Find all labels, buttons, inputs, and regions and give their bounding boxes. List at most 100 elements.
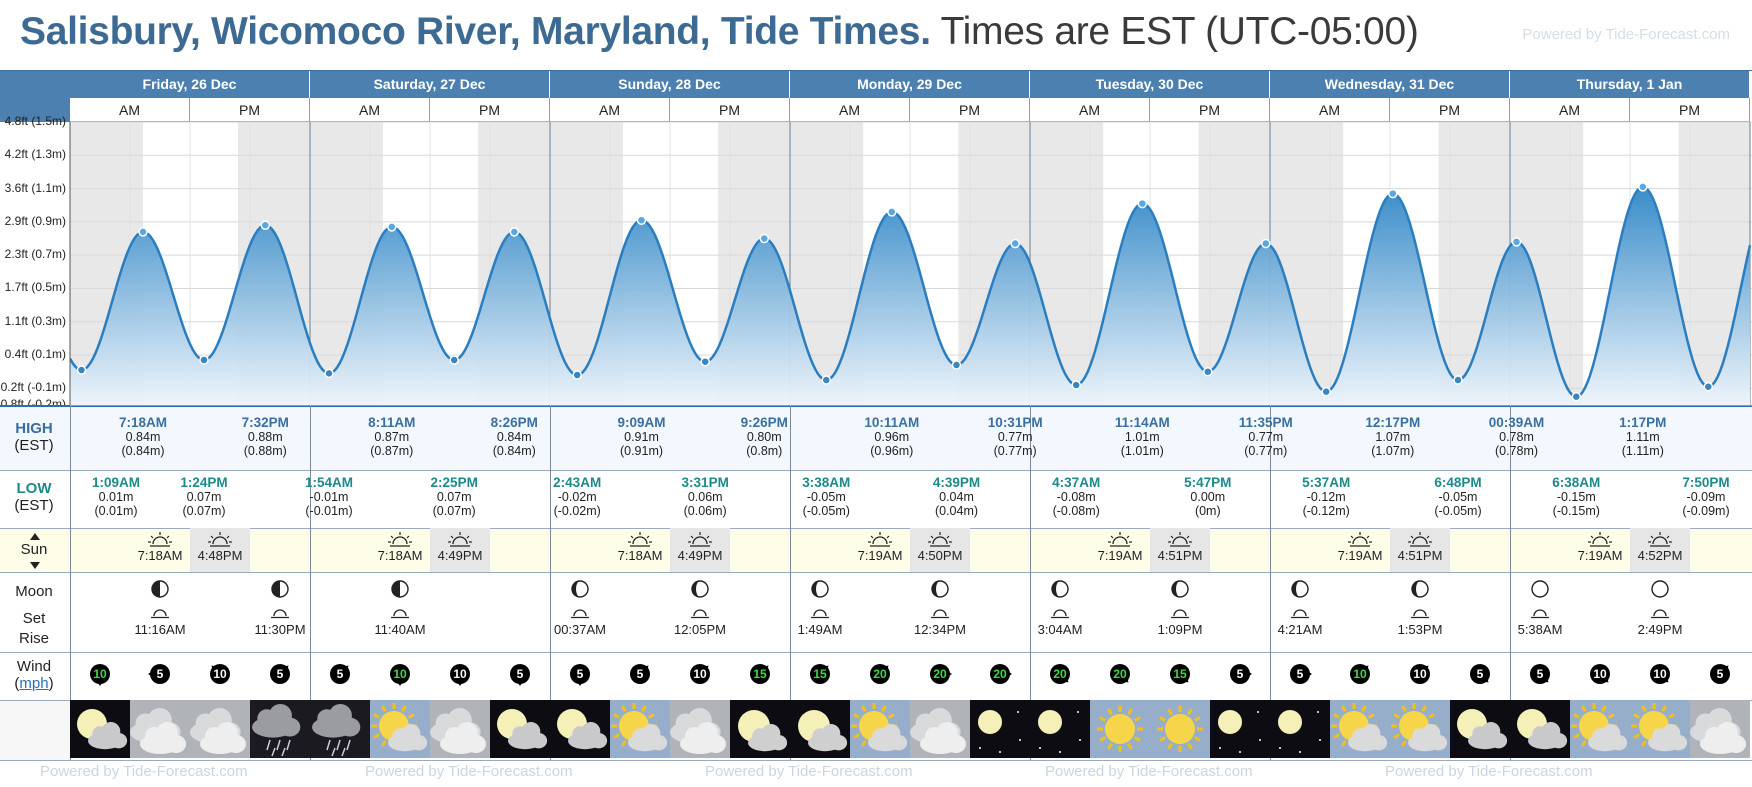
high-tide-point[interactable] — [1010, 238, 1020, 249]
powered-by-bottom-2[interactable]: Powered by Tide-Forecast.com — [365, 763, 573, 780]
tide-height: 1.01m — [1124, 430, 1160, 444]
sun-sort-icon — [29, 533, 41, 569]
moon-set-time: 1:49AM — [797, 622, 843, 637]
tide-height-alt: (0.07m) — [432, 504, 476, 518]
sunrise-icon — [388, 532, 412, 548]
moon-event-cell: 2:49PM — [1620, 578, 1700, 648]
high-tide-point[interactable] — [1511, 237, 1522, 247]
tide-time: 4:37AM — [1052, 475, 1101, 490]
powered-by-bottom-3[interactable]: Powered by Tide-Forecast.com — [705, 763, 913, 780]
moon-phase-icon — [271, 580, 289, 598]
moon-event-cell: 1:53PM — [1380, 578, 1460, 648]
moon-row-bg — [0, 572, 1752, 652]
gridlines — [69, 121, 1752, 406]
low-tide-point[interactable] — [572, 370, 582, 380]
high-tide-point[interactable] — [1261, 238, 1271, 249]
wind-speed: 10 — [1350, 664, 1370, 684]
high-tide-cell: 00:39AM 0.78m (0.78m) — [1471, 416, 1563, 459]
sunrise-cell: 7:19AM — [1090, 530, 1150, 570]
low-tide-point[interactable] — [324, 368, 334, 379]
wind-indicator: 5 — [1280, 660, 1320, 688]
sunset-cell: 4:50PM — [910, 530, 970, 570]
high-tide-point[interactable] — [1137, 198, 1148, 209]
high-tide-cell: 11:35PM 0.77m (0.77m) — [1220, 416, 1312, 459]
moon-rise-label: Rise — [18, 630, 49, 647]
low-tide-cell: 1:09AM 0.01m (0.01m) — [70, 476, 162, 519]
sunset-cell-bg — [1630, 528, 1690, 572]
row-divider — [0, 470, 1752, 471]
sunrise-icon — [628, 532, 652, 548]
sunset-cell-bg — [190, 528, 250, 572]
low-tide-point[interactable] — [199, 355, 209, 365]
low-tide-point[interactable] — [449, 355, 459, 365]
low-tide-point[interactable] — [700, 356, 710, 367]
low-tide-point[interactable] — [821, 375, 832, 385]
tide-height: -0.12m — [1306, 490, 1346, 504]
tide-height-alt: (-0.12m) — [1302, 504, 1350, 518]
wind-speed: 20 — [1050, 664, 1070, 684]
tide-height: 0.77m — [997, 430, 1033, 444]
powered-by-bottom-5[interactable]: Powered by Tide-Forecast.com — [1385, 763, 1593, 780]
moon-set-time: 11:30PM — [254, 622, 306, 637]
tide-height-alt: (1.01m) — [1120, 444, 1164, 458]
powered-by-top[interactable]: Powered by Tide-Forecast.com — [1522, 26, 1730, 43]
low-tide-point[interactable] — [76, 365, 87, 375]
weather-icon-moon-clear — [970, 700, 1030, 758]
sunset-time: 4:50PM — [917, 548, 963, 563]
sunset-cell: 4:51PM — [1390, 530, 1450, 570]
sunset-time: 4:51PM — [1157, 548, 1203, 563]
low-tide-point[interactable] — [1071, 380, 1081, 390]
sunset-time: 4:49PM — [437, 548, 483, 563]
low-tide-point[interactable] — [951, 360, 962, 370]
low-tide-cell: 4:37AM -0.08m (-0.08m) — [1030, 475, 1122, 519]
wind-speed: 15 — [750, 664, 770, 684]
wind-speed: 15 — [1170, 664, 1190, 684]
tide-height-alt: (0.87m) — [370, 444, 414, 458]
night-band — [238, 122, 310, 405]
sunrise-time: 7:18AM — [617, 548, 663, 563]
moon-rise-icon — [1410, 606, 1430, 619]
low-tide-point[interactable] — [1453, 375, 1463, 385]
page-title: Salisbury, Wicomoco River, Maryland, Tid… — [20, 10, 1419, 54]
wind-speed: 10 — [1650, 664, 1670, 684]
weather-icon-sun-cloud — [1330, 700, 1390, 758]
low-tide-point[interactable] — [1571, 391, 1582, 402]
tide-height: -0.01m — [309, 490, 349, 504]
tide-height-alt: (-0.09m) — [1682, 504, 1730, 518]
moon-event-cell: 00:37AM — [540, 578, 620, 648]
high-tide-point[interactable] — [759, 233, 770, 244]
weather-icon-moon-cloud — [790, 700, 850, 758]
low-tide-point[interactable] — [1321, 386, 1331, 397]
low-tide-cell: 6:48PM -0.05m (-0.05m) — [1412, 476, 1504, 519]
low-tide-point[interactable] — [1703, 381, 1714, 392]
tide-time: 9:09AM — [617, 415, 666, 430]
moon-event-cell: 3:04AM — [1020, 578, 1100, 648]
wind-indicator: 5 — [140, 660, 180, 688]
high-tide-point[interactable] — [1388, 188, 1398, 199]
low-tide-cell: 2:25PM 0.07m (0.07m) — [408, 476, 500, 519]
moon-rise-time: 11:16AM — [134, 622, 186, 637]
high-tide-point[interactable] — [636, 215, 647, 225]
tide-height: 0.07m — [436, 490, 472, 504]
high-tide-point[interactable] — [387, 222, 397, 232]
low-tide-point[interactable] — [1203, 366, 1213, 377]
tide-height: -0.05m — [1438, 490, 1478, 504]
sunset-icon — [928, 532, 952, 548]
tide-time: 9:26PM — [740, 415, 788, 430]
high-tide-point[interactable] — [260, 220, 271, 230]
wind-speed: 5 — [570, 664, 590, 684]
high-tide-point[interactable] — [509, 227, 520, 237]
wind-indicator: 10 — [380, 660, 420, 688]
night-band — [718, 122, 790, 405]
weather-icon-cloudy — [190, 700, 250, 758]
sunset-icon — [1168, 532, 1192, 548]
high-tide-point[interactable] — [1638, 182, 1648, 192]
wind-unit-link[interactable]: mph — [19, 675, 49, 692]
powered-by-bottom-1[interactable]: Powered by Tide-Forecast.com — [40, 763, 248, 780]
high-tide-point[interactable] — [138, 227, 148, 237]
high-tide-point[interactable] — [887, 207, 897, 217]
weather-icon-cloudy — [130, 700, 190, 758]
tide-height: -0.02m — [557, 490, 597, 504]
tide-height: 1.11m — [1625, 430, 1660, 444]
powered-by-bottom-4[interactable]: Powered by Tide-Forecast.com — [1045, 763, 1253, 780]
